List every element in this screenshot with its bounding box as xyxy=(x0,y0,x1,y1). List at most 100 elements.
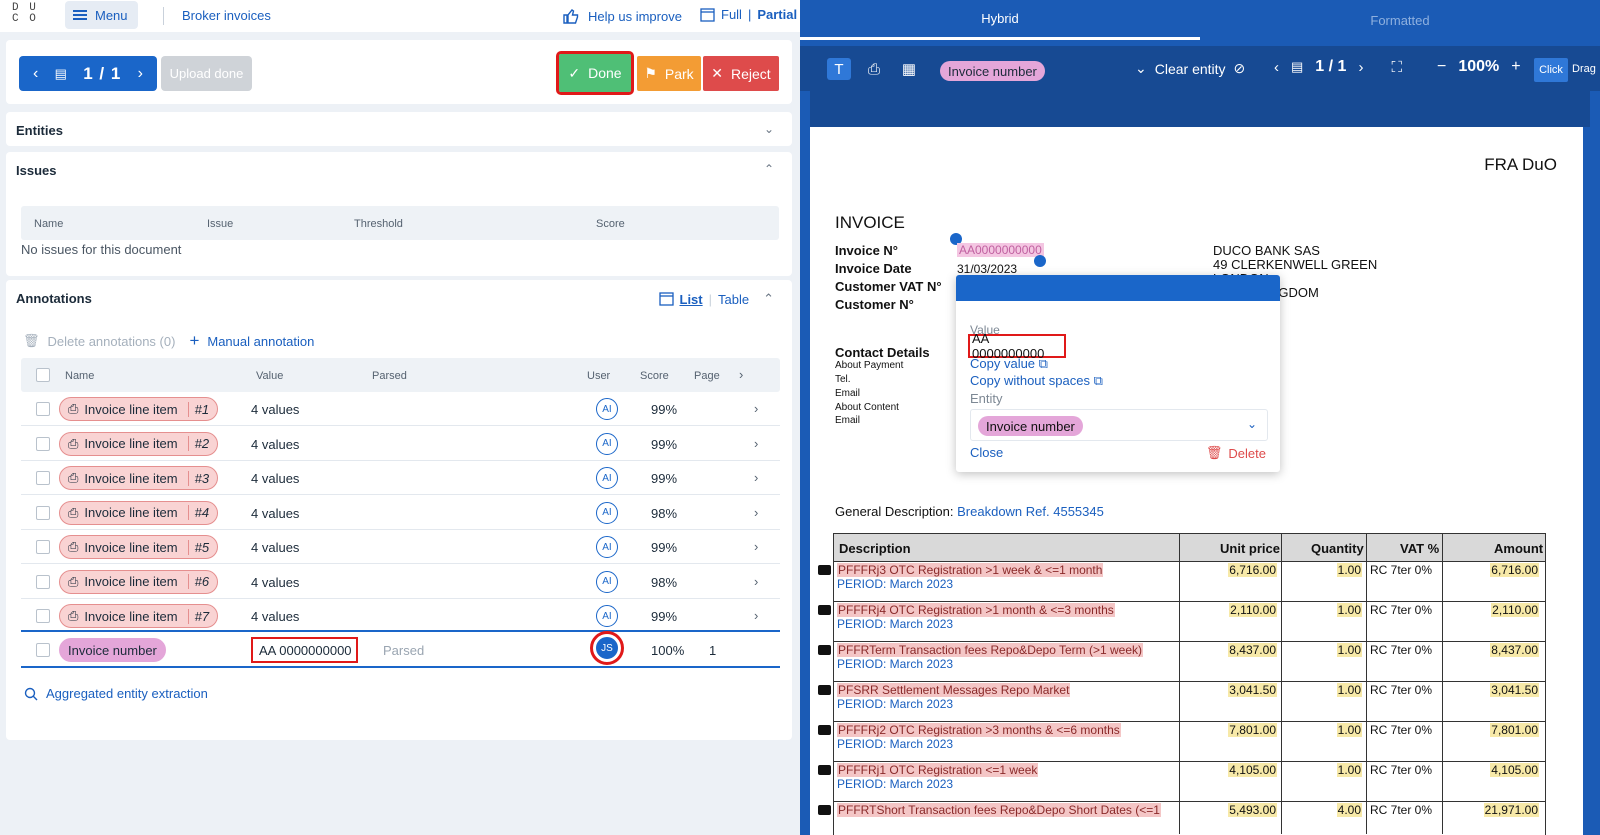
invoice-line-row[interactable]: PFFFRj1 OTC Registration <=1 week PERIOD:… xyxy=(818,762,1545,802)
stamp-icon[interactable]: ⎙ xyxy=(867,60,880,78)
view-table-tab[interactable]: Table xyxy=(718,291,750,307)
reject-button[interactable]: ✕ Reject xyxy=(703,56,779,91)
doc-label-customer-no: Customer N° xyxy=(835,297,914,312)
annotation-value[interactable]: 4 values xyxy=(251,436,300,452)
chevron-right-icon[interactable]: › xyxy=(754,470,759,485)
line-item-anchor-icon[interactable] xyxy=(818,685,831,695)
chevron-up-icon[interactable]: ⌃ xyxy=(764,162,775,176)
doc-invoice-number-highlight[interactable]: AA0000000000 xyxy=(957,243,1044,257)
doc-label-invoice-date: Invoice Date xyxy=(835,261,912,276)
annotation-row[interactable]: ⎙ Invoice line item #6 4 values AI 98% › xyxy=(21,565,780,599)
delete-annotations-button[interactable]: 🗑 Delete annotations (0) xyxy=(23,333,175,349)
invoice-line-row[interactable]: PFFFRj4 OTC Registration >1 month & <=3 … xyxy=(818,602,1545,642)
tab-hybrid[interactable]: Hybrid xyxy=(800,0,1200,40)
mode-drag-button[interactable]: Drag xyxy=(1572,63,1596,75)
view-list-tab[interactable]: List xyxy=(679,291,703,307)
layout-icon[interactable]: ▦ xyxy=(901,61,917,78)
popup-value[interactable]: AA 0000000000 xyxy=(968,331,1066,361)
prev-page-icon[interactable]: ‹ xyxy=(1274,58,1279,76)
line-item-anchor-icon[interactable] xyxy=(818,605,831,615)
entities-section[interactable]: Entities ⌄ xyxy=(6,112,792,146)
park-button[interactable]: ⚑ Park xyxy=(637,56,701,91)
chevron-right-icon[interactable]: › xyxy=(754,435,759,451)
annotation-row[interactable]: ⎙ Invoice line item #2 4 values AI 99% › xyxy=(21,427,780,461)
fullscreen-icon[interactable]: ⛶ xyxy=(1391,58,1402,76)
annotation-value[interactable]: 4 values xyxy=(251,505,300,521)
select-all-checkbox[interactable] xyxy=(36,368,50,382)
next-page-icon[interactable]: › xyxy=(1358,58,1364,76)
annotation-row[interactable]: ⎙ Invoice line item #4 4 values AI 98% › xyxy=(21,496,780,530)
annotation-value[interactable]: 4 values xyxy=(251,609,300,624)
row-checkbox[interactable] xyxy=(36,471,50,485)
next-page-icon[interactable]: › xyxy=(137,64,143,82)
line-item-anchor-icon[interactable] xyxy=(818,765,831,775)
chevron-right-icon[interactable]: › xyxy=(754,573,759,589)
text-select-icon[interactable]: T xyxy=(827,58,851,80)
parsed-placeholder[interactable]: Parsed xyxy=(383,643,425,658)
invoice-line-row[interactable]: PFFRTShort Transaction fees Repo&Depo Sh… xyxy=(818,802,1545,835)
view-full-option[interactable]: Full xyxy=(721,7,742,22)
copy-value-link[interactable]: Copy value ⧉ xyxy=(970,356,1048,372)
popup-close-button[interactable]: Close xyxy=(970,445,1004,460)
copy-without-spaces-link[interactable]: Copy without spaces ⧉ xyxy=(970,373,1103,389)
zoom-in-icon[interactable]: + xyxy=(1511,58,1521,75)
line-item-anchor-icon[interactable] xyxy=(818,565,831,575)
document-page[interactable]: FRA DuO INVOICE Invoice N° Invoice Date … xyxy=(810,127,1583,835)
row-checkbox[interactable] xyxy=(36,609,50,623)
menu-button[interactable]: Menu xyxy=(65,1,138,29)
annotation-row[interactable]: ⎙ Invoice line item #5 4 values AI 99% › xyxy=(21,530,780,564)
help-us-improve-link[interactable]: Help us improve xyxy=(562,7,682,25)
annotation-value[interactable]: 4 values xyxy=(251,471,300,486)
done-button[interactable]: ✓ Done xyxy=(556,51,634,95)
row-checkbox[interactable] xyxy=(36,505,50,520)
popup-header xyxy=(956,275,1280,301)
chevron-right-icon[interactable]: › xyxy=(754,401,759,416)
entity-chip[interactable]: Invoice number xyxy=(940,61,1045,81)
annotation-row[interactable]: ⎙ Invoice line item #3 4 values AI 99% › xyxy=(21,461,780,495)
row-checkbox[interactable] xyxy=(36,540,50,554)
prev-page-icon[interactable]: ‹ xyxy=(33,64,39,82)
zoom-out-icon[interactable]: − xyxy=(1437,58,1447,75)
aggregated-entity-extraction-link[interactable]: Aggregated entity extraction xyxy=(24,686,208,701)
selection-end-handle[interactable] xyxy=(1034,255,1046,267)
entity-select[interactable]: Invoice number ⌄ xyxy=(970,409,1268,441)
row-checkbox[interactable] xyxy=(36,643,50,657)
annotation-value[interactable]: 4 values xyxy=(251,402,300,417)
doc-label-customer-vat: Customer VAT N° xyxy=(835,279,942,294)
row-checkbox[interactable] xyxy=(36,574,50,589)
tab-formatted[interactable]: Formatted xyxy=(1370,12,1430,28)
popup-delete-button[interactable]: 🗑 Delete xyxy=(1206,445,1266,461)
line-item-anchor-icon[interactable] xyxy=(818,805,831,815)
breadcrumb-broker-invoices[interactable]: Broker invoices xyxy=(182,8,271,23)
invoice-line-row[interactable]: PFFFRj2 OTC Registration >3 months & <=6… xyxy=(818,722,1545,762)
pill-label: Invoice line item xyxy=(84,401,178,417)
upload-done-button[interactable]: Upload done xyxy=(161,56,252,91)
selection-start-handle[interactable] xyxy=(950,233,962,245)
annotation-row-invoice-number[interactable]: Invoice number AA 0000000000 Parsed JS 1… xyxy=(21,630,780,668)
annotation-row[interactable]: ⎙ Invoice line item #1 4 values AI 99% › xyxy=(21,392,780,426)
line-item-anchor-icon[interactable] xyxy=(818,725,831,735)
view-partial-option[interactable]: Partial xyxy=(757,7,798,22)
row-checkbox[interactable] xyxy=(36,402,50,416)
line-unit-price: 3,041.50 xyxy=(1228,683,1277,697)
table-col-divider xyxy=(1281,534,1282,834)
invoice-line-row[interactable]: PFSRR Settlement Messages Repo Market PER… xyxy=(818,682,1545,722)
chevron-up-icon[interactable]: ⌃ xyxy=(763,291,774,306)
clear-entity-button[interactable]: ⌄ Clear entity ⊘ xyxy=(1135,60,1245,77)
chevron-right-icon[interactable]: › xyxy=(754,608,759,623)
annotation-value[interactable]: AA 0000000000 xyxy=(251,637,358,663)
chevron-down-icon[interactable]: ⌄ xyxy=(764,122,775,136)
annotation-value[interactable]: 4 values xyxy=(251,574,300,590)
zoom-control: − 100% + xyxy=(1437,58,1521,76)
invoice-line-row[interactable]: PFFFRj3 OTC Registration >1 week & <=1 m… xyxy=(818,562,1545,602)
manual-annotation-button[interactable]: + Manual annotation xyxy=(189,331,314,351)
chevron-right-icon[interactable]: › xyxy=(754,539,759,554)
annotation-row[interactable]: ⎙ Invoice line item #7 4 values AI 99% › xyxy=(21,599,780,633)
row-checkbox[interactable] xyxy=(36,436,50,451)
chevron-right-icon[interactable]: › xyxy=(739,367,744,382)
line-item-anchor-icon[interactable] xyxy=(818,645,831,655)
chevron-right-icon[interactable]: › xyxy=(754,504,759,520)
annotation-value[interactable]: 4 values xyxy=(251,540,300,555)
mode-click-button[interactable]: Click xyxy=(1534,58,1568,82)
invoice-line-row[interactable]: PFFRTerm Transaction fees Repo&Depo Term… xyxy=(818,642,1545,682)
